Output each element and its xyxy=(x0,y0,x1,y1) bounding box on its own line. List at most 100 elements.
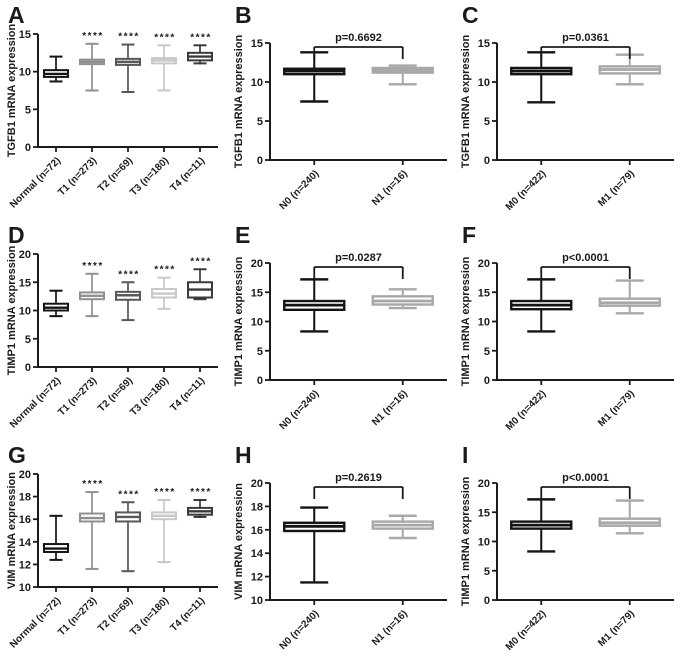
svg-text:M0 (n=422): M0 (n=422) xyxy=(504,608,549,653)
svg-text:T4 (n=11): T4 (n=11) xyxy=(168,595,207,634)
svg-text:p<0.0001: p<0.0001 xyxy=(562,252,609,264)
svg-text:Normal (n=72): Normal (n=72) xyxy=(8,155,63,210)
svg-text:5: 5 xyxy=(25,334,31,346)
box-plot-group xyxy=(43,289,69,318)
axes: 10 12 14 16 18 20 VIM mRNA expression N0 (n=240… xyxy=(233,478,447,652)
svg-text:10: 10 xyxy=(251,595,263,607)
svg-text:20: 20 xyxy=(478,258,490,270)
svg-text:10: 10 xyxy=(19,582,31,594)
box-plot-group xyxy=(598,499,661,535)
axes: 0 5 10 15 20 TIMP1 mRNA expression N0 (n=240) N… xyxy=(233,256,447,432)
svg-text:p<0.0001: p<0.0001 xyxy=(562,472,609,484)
panel-letter-D: D xyxy=(8,222,25,248)
box-plot-group xyxy=(598,53,661,86)
box-plot-group xyxy=(510,498,573,553)
svg-text:10: 10 xyxy=(19,67,31,79)
box-plot-group xyxy=(510,278,573,333)
boxplot-chart-B: 0 5 10 15 TGFB1 mRNA expression N0 (n=240) N1 … xyxy=(233,32,447,212)
svg-text:Normal (n=72): Normal (n=72) xyxy=(8,375,63,430)
panel-E: E 0 5 10 15 20 TIMP1 mRNA expression N0 (n=240… xyxy=(227,220,454,440)
svg-text:****: **** xyxy=(190,487,212,498)
panel-H: H 10 12 14 16 18 20 VIM mRNA expression N0 (n=2… xyxy=(227,440,454,659)
svg-text:M1 (n=79): M1 (n=79) xyxy=(596,388,637,429)
svg-text:TGFB1 mRNA expression: TGFB1 mRNA expression xyxy=(6,23,18,157)
svg-text:****: **** xyxy=(118,489,140,500)
svg-text:T1 (n=273): T1 (n=273) xyxy=(56,375,99,418)
panel-F: F 0 5 10 15 20 TIMP1 mRNA expression M0 (n=422… xyxy=(454,220,681,440)
svg-text:N0 (n=240): N0 (n=240) xyxy=(278,168,322,212)
svg-text:TIMP1 mRNA expression: TIMP1 mRNA expression xyxy=(460,476,472,606)
svg-text:T4 (n=11): T4 (n=11) xyxy=(168,155,207,194)
svg-text:5: 5 xyxy=(484,116,490,128)
svg-text:16: 16 xyxy=(251,525,263,537)
svg-text:16: 16 xyxy=(19,514,31,526)
svg-text:****: **** xyxy=(154,265,176,276)
svg-text:VIM mRNA expression: VIM mRNA expression xyxy=(233,483,245,600)
box-plot-group: **** xyxy=(115,269,141,322)
svg-text:Normal (n=72): Normal (n=72) xyxy=(8,595,63,650)
panel-D: D 0 5 10 15 20 TIMP1 mRNA expression Normal (n… xyxy=(0,220,227,440)
panel-letter-F: F xyxy=(462,222,477,248)
boxplot-chart-H: 10 12 14 16 18 20 VIM mRNA expression N0 (n=240… xyxy=(233,472,447,652)
svg-text:15: 15 xyxy=(19,29,31,41)
svg-text:12: 12 xyxy=(19,559,31,571)
box-plot-group: **** xyxy=(187,487,213,518)
boxplot-chart-I: 0 5 10 15 20 TIMP1 mRNA expression M0 (n=422) M… xyxy=(460,472,674,653)
svg-text:0: 0 xyxy=(25,362,31,374)
svg-text:N1 (n=16): N1 (n=16) xyxy=(370,608,410,648)
svg-text:TIMP1 mRNA expression: TIMP1 mRNA expression xyxy=(6,245,18,375)
svg-text:N1 (n=16): N1 (n=16) xyxy=(370,388,410,428)
box-plot-group xyxy=(283,278,346,333)
boxplot-chart-C: 0 5 10 15 TGFB1 mRNA expression M0 (n=422) M1 … xyxy=(460,32,674,213)
box-plot-group xyxy=(598,279,661,315)
box-plot-group: **** xyxy=(115,489,141,573)
svg-text:10: 10 xyxy=(251,77,263,89)
svg-text:N1 (n=16): N1 (n=16) xyxy=(370,168,410,208)
box-plot-group xyxy=(43,514,69,561)
svg-text:N0 (n=240): N0 (n=240) xyxy=(278,388,322,432)
svg-text:TGFB1 mRNA expression: TGFB1 mRNA expression xyxy=(233,34,245,168)
box-plot-group: **** xyxy=(151,487,177,564)
box-plot-group: **** xyxy=(151,265,177,310)
svg-text:0: 0 xyxy=(257,375,263,387)
svg-text:****: **** xyxy=(190,256,212,267)
svg-text:M1 (n=79): M1 (n=79) xyxy=(596,168,637,209)
axes: 0 5 10 15 20 TIMP1 mRNA expression M0 (n=422) M… xyxy=(460,476,674,653)
box-plot-group: **** xyxy=(151,32,177,92)
svg-text:0: 0 xyxy=(25,142,31,154)
axes: 0 5 10 15 TGFB1 mRNA expression M0 (n=422) M1 … xyxy=(460,34,674,213)
svg-text:p=0.0361: p=0.0361 xyxy=(562,32,609,44)
box-plot-group xyxy=(283,506,346,584)
svg-text:5: 5 xyxy=(484,346,490,358)
p-value-bracket: p=0.6692 xyxy=(313,32,404,59)
svg-text:10: 10 xyxy=(478,537,490,549)
svg-text:M0 (n=422): M0 (n=422) xyxy=(504,388,549,433)
box-plot-group: **** xyxy=(187,32,213,65)
svg-text:0: 0 xyxy=(484,375,490,387)
svg-text:15: 15 xyxy=(478,287,490,299)
svg-text:p=0.2619: p=0.2619 xyxy=(335,472,382,484)
panel-G: G 10 12 14 16 18 20 VIM mRNA expression Normal … xyxy=(0,440,227,659)
svg-text:18: 18 xyxy=(251,501,263,513)
svg-text:TIMP1 mRNA expression: TIMP1 mRNA expression xyxy=(233,256,245,386)
svg-text:VIM mRNA expression: VIM mRNA expression xyxy=(6,472,18,589)
panel-letter-C: C xyxy=(462,2,479,28)
svg-text:5: 5 xyxy=(257,116,263,128)
svg-text:20: 20 xyxy=(19,469,31,481)
p-value-bracket: p=0.0287 xyxy=(313,252,404,279)
svg-text:T3 (n=180): T3 (n=180) xyxy=(128,595,171,638)
svg-text:0: 0 xyxy=(484,595,490,607)
panel-B: B 0 5 10 15 TGFB1 mRNA expression N0 (n=240) N… xyxy=(227,0,454,220)
box-plot-group xyxy=(371,64,434,86)
svg-text:N0 (n=240): N0 (n=240) xyxy=(278,608,322,652)
svg-text:15: 15 xyxy=(478,507,490,519)
svg-text:****: **** xyxy=(154,32,176,43)
svg-text:18: 18 xyxy=(19,492,31,504)
boxplot-chart-F: 0 5 10 15 20 TIMP1 mRNA expression M0 (n=422) M… xyxy=(460,252,674,433)
